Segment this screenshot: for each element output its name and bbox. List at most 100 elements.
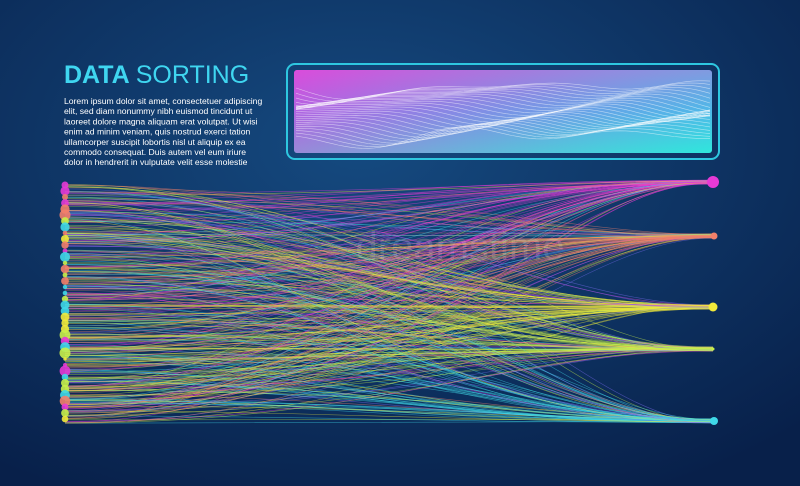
waves <box>295 80 711 149</box>
start-node <box>60 300 70 310</box>
flow-line <box>64 297 715 424</box>
flow-line <box>64 181 714 317</box>
start-node <box>60 312 70 322</box>
paragraph: Lorem ipsum dolor sit amet, consectetuer… <box>64 96 262 167</box>
flow-line <box>64 182 714 379</box>
start-node <box>63 357 67 361</box>
flow-line <box>64 183 714 301</box>
wave-line <box>295 98 711 118</box>
wave-line <box>295 95 711 114</box>
wave-line <box>295 124 711 146</box>
flow-line <box>64 347 714 380</box>
wave-line <box>295 104 711 121</box>
flow-line <box>64 235 714 348</box>
flow-line <box>64 245 714 348</box>
flow-line <box>64 402 715 422</box>
flow-line <box>64 270 715 420</box>
flow-line <box>64 348 714 373</box>
flow-line <box>64 191 715 237</box>
flow-line <box>64 315 714 351</box>
start-node <box>61 379 69 387</box>
flow-line <box>64 190 715 423</box>
flow-line <box>64 183 714 361</box>
flow-line <box>64 218 715 423</box>
flow-line <box>64 236 715 420</box>
flow-line <box>64 235 715 258</box>
watermark: dreamstime <box>356 225 565 269</box>
flows <box>59 176 719 425</box>
flow-line <box>64 181 714 404</box>
flow-line <box>64 237 715 424</box>
wave-line <box>295 92 711 110</box>
flow-line <box>64 182 714 412</box>
flow-line <box>64 307 714 315</box>
start-node <box>59 329 71 341</box>
flow-line <box>64 236 715 335</box>
title-bold: DATA <box>64 61 130 89</box>
paragraph-line: commodo consequat. Duis autem vel eum ir… <box>64 147 246 157</box>
flow-line <box>64 253 715 420</box>
flow-line <box>64 242 715 423</box>
end-node <box>710 417 718 425</box>
title-light: SORTING <box>136 61 249 89</box>
paragraph-line: elit, sed diam nonummy nibh euismod tinc… <box>64 106 253 116</box>
flow-line <box>64 184 715 238</box>
flow-line <box>64 327 715 422</box>
start-node <box>61 409 69 417</box>
flow-line <box>64 182 714 223</box>
wave-line <box>295 93 711 112</box>
flow-line <box>64 183 714 238</box>
flow-line <box>64 237 715 267</box>
flow-line <box>64 180 714 268</box>
end-node <box>707 176 719 188</box>
flow-line <box>64 236 715 354</box>
flow-line <box>64 410 715 422</box>
flow-line <box>64 249 715 423</box>
start-node <box>62 272 68 278</box>
start-node <box>59 395 71 407</box>
flow-line <box>64 327 715 422</box>
flow-line <box>64 181 714 387</box>
wave-line <box>295 85 711 104</box>
flow-line <box>64 181 714 410</box>
flow-line <box>64 351 715 421</box>
flow-line <box>64 183 714 296</box>
start-node <box>61 373 69 381</box>
paragraph-line: ullamcorper suscipit lobortis nisl ut al… <box>64 137 246 147</box>
paragraph-line: dolor in hendrerit in vulputate velit es… <box>64 157 248 167</box>
flow-line <box>64 180 714 275</box>
wave-line <box>295 100 711 119</box>
flow-line <box>64 181 714 349</box>
flow-line <box>64 203 714 308</box>
flow-line <box>64 305 714 352</box>
flow-line <box>64 305 714 416</box>
flow-line <box>64 180 714 289</box>
start-node <box>60 306 70 316</box>
flow-line <box>64 180 714 354</box>
wave-line <box>295 111 711 132</box>
wave-line <box>296 122 711 144</box>
start-node <box>60 264 70 274</box>
flow-line <box>64 369 715 423</box>
title: DATA SORTING <box>64 61 249 89</box>
flow-line <box>64 180 714 400</box>
flow-line <box>64 305 714 406</box>
flow-line <box>64 350 714 422</box>
flow-line <box>64 182 714 301</box>
start-node <box>59 347 71 359</box>
wave-line <box>295 97 710 116</box>
flow-line <box>64 187 715 235</box>
wave-line <box>295 125 711 148</box>
wave-line <box>295 102 711 120</box>
paragraph-line: laoreet dolore magna aliquam erat volutp… <box>64 116 258 126</box>
flow-line <box>64 290 715 422</box>
flow-line <box>64 357 715 421</box>
wave-line <box>295 119 711 140</box>
flow-line <box>64 237 715 285</box>
flow-line <box>64 202 714 306</box>
start-node <box>59 365 71 377</box>
flow-line <box>64 233 714 309</box>
wave-line <box>295 121 711 142</box>
